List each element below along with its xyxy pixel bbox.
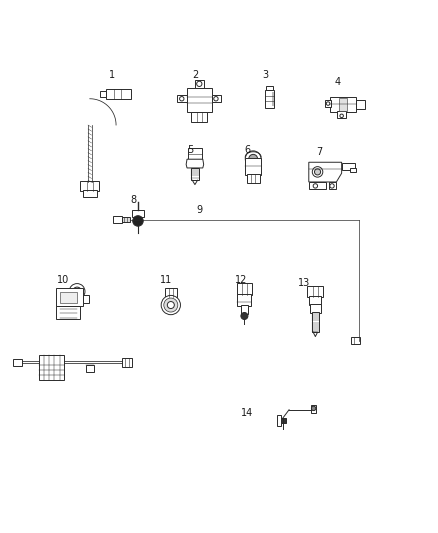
Circle shape bbox=[133, 216, 143, 226]
Bar bbox=[330, 98, 356, 112]
Circle shape bbox=[167, 302, 174, 309]
Bar bbox=[56, 306, 80, 319]
Bar bbox=[272, 92, 274, 106]
Text: 8: 8 bbox=[131, 195, 137, 205]
Bar bbox=[307, 286, 323, 297]
Text: 9: 9 bbox=[196, 205, 202, 215]
Text: 1: 1 bbox=[109, 70, 115, 80]
Bar bbox=[342, 163, 355, 170]
Text: 10: 10 bbox=[57, 275, 70, 285]
Circle shape bbox=[241, 312, 248, 319]
Bar bbox=[310, 304, 321, 313]
Bar bbox=[56, 288, 83, 306]
Bar bbox=[191, 168, 199, 180]
Bar bbox=[311, 405, 316, 413]
Bar bbox=[39, 356, 64, 379]
Circle shape bbox=[164, 298, 178, 312]
Circle shape bbox=[245, 151, 261, 167]
Bar bbox=[351, 337, 360, 344]
Bar bbox=[277, 415, 281, 426]
Bar bbox=[83, 190, 97, 197]
Bar bbox=[165, 287, 177, 297]
Bar bbox=[279, 418, 286, 423]
Bar bbox=[241, 304, 248, 314]
Text: 7: 7 bbox=[317, 147, 323, 157]
Circle shape bbox=[73, 287, 81, 296]
Bar bbox=[245, 158, 261, 174]
Circle shape bbox=[214, 96, 218, 101]
Bar bbox=[122, 217, 130, 222]
Text: 11: 11 bbox=[160, 275, 173, 285]
Bar bbox=[337, 111, 346, 118]
Polygon shape bbox=[309, 162, 342, 182]
Bar bbox=[356, 100, 365, 109]
Text: 5: 5 bbox=[187, 145, 194, 155]
Bar bbox=[312, 312, 319, 332]
Polygon shape bbox=[186, 159, 204, 168]
Text: 14: 14 bbox=[241, 408, 254, 418]
Circle shape bbox=[180, 96, 184, 101]
Text: 2: 2 bbox=[192, 70, 198, 80]
Text: 12: 12 bbox=[235, 275, 247, 285]
Bar bbox=[237, 294, 251, 306]
Bar bbox=[80, 181, 99, 191]
Text: 13: 13 bbox=[298, 278, 311, 287]
Bar bbox=[339, 98, 347, 110]
Circle shape bbox=[314, 169, 321, 175]
Bar bbox=[325, 100, 331, 107]
Bar bbox=[188, 148, 202, 159]
Bar bbox=[60, 292, 77, 303]
Bar bbox=[247, 174, 260, 183]
Bar bbox=[309, 296, 321, 305]
Circle shape bbox=[161, 295, 180, 314]
Bar bbox=[132, 211, 144, 216]
Bar bbox=[113, 216, 122, 223]
Bar bbox=[106, 89, 131, 99]
Circle shape bbox=[311, 406, 316, 410]
Circle shape bbox=[312, 167, 323, 177]
Bar bbox=[13, 359, 22, 366]
Bar bbox=[191, 112, 207, 122]
Circle shape bbox=[340, 114, 343, 118]
Circle shape bbox=[249, 155, 258, 163]
Circle shape bbox=[313, 184, 318, 188]
Bar bbox=[83, 295, 89, 303]
Text: 3: 3 bbox=[262, 70, 268, 80]
Circle shape bbox=[330, 184, 334, 188]
Bar bbox=[266, 86, 273, 90]
Bar bbox=[237, 282, 252, 295]
Circle shape bbox=[69, 284, 85, 300]
Circle shape bbox=[197, 81, 202, 86]
Bar bbox=[86, 366, 94, 373]
Bar bbox=[265, 90, 274, 108]
Bar bbox=[195, 80, 204, 88]
Bar bbox=[122, 359, 132, 367]
Bar bbox=[187, 88, 212, 112]
Text: 6: 6 bbox=[244, 145, 251, 155]
Bar bbox=[100, 91, 106, 97]
Circle shape bbox=[326, 102, 330, 106]
Bar bbox=[350, 167, 356, 172]
Bar bbox=[212, 95, 221, 102]
Bar bbox=[328, 182, 336, 189]
Bar bbox=[309, 182, 326, 189]
Text: 4: 4 bbox=[334, 77, 340, 87]
Bar bbox=[177, 95, 187, 102]
